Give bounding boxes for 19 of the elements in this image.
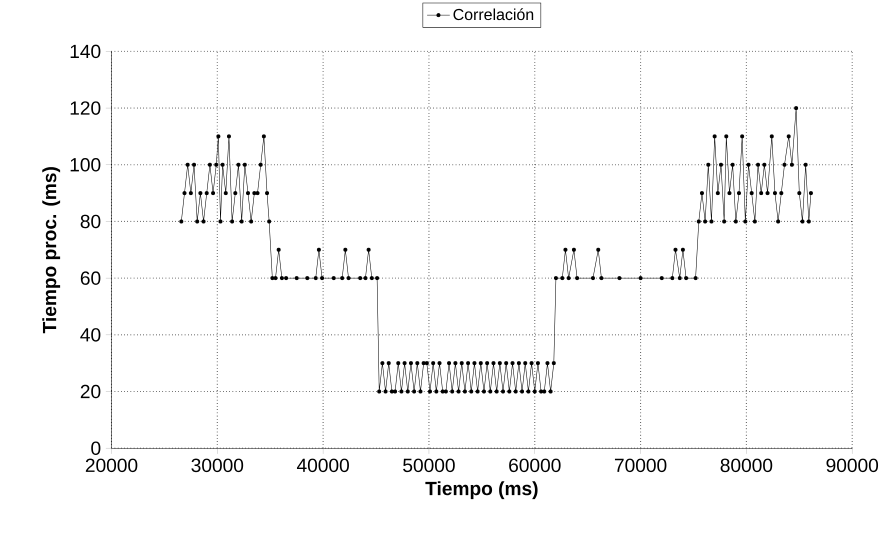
y-axis-title: Tiempo proc. (ms) <box>42 167 60 334</box>
y-tick-label: 100 <box>70 158 100 172</box>
y-tick-label: 140 <box>70 44 100 58</box>
legend-label: Correlación <box>454 8 534 20</box>
x-tick-label: 50000 <box>403 458 455 472</box>
y-tick-label: 120 <box>70 101 100 115</box>
x-tick-label: 80000 <box>720 458 772 472</box>
x-tick-label: 30000 <box>191 458 244 472</box>
y-tick-label: 0 <box>91 442 100 456</box>
x-axis-title: Tiempo (ms) <box>425 481 538 500</box>
y-tick-label: 40 <box>80 328 100 342</box>
y-tick-label: 20 <box>80 384 100 398</box>
x-tick-label: 70000 <box>614 458 666 472</box>
x-tick-label: 90000 <box>826 458 878 472</box>
x-tick-label: 20000 <box>86 458 138 472</box>
y-tick-label: 60 <box>80 271 100 286</box>
x-tick-label: 60000 <box>509 458 561 472</box>
x-tick-label: 40000 <box>296 458 349 472</box>
y-tick-label: 80 <box>80 214 100 228</box>
